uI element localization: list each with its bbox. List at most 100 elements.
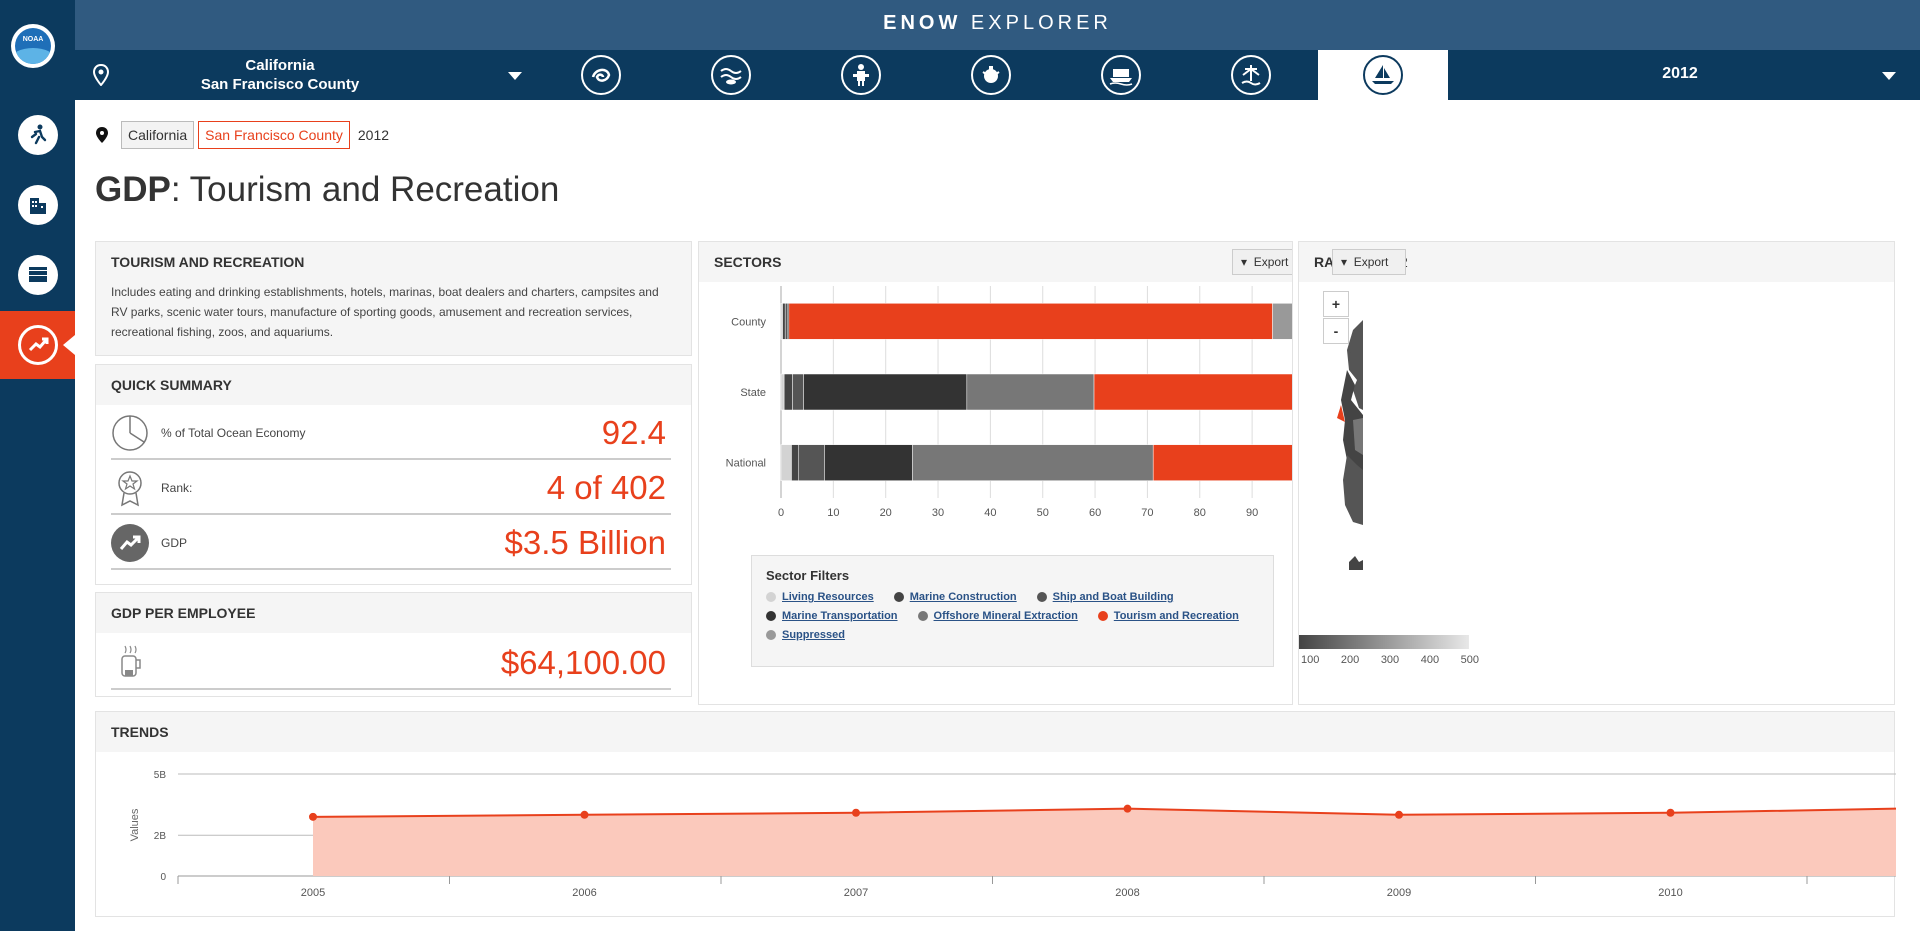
trend-point (580, 810, 589, 819)
trend-point (1395, 810, 1403, 819)
legend-tick: 300 (1380, 654, 1400, 666)
breadcrumb-pin-icon (96, 127, 108, 143)
y-tick-label: 5B (154, 770, 167, 781)
rank-map-export-button[interactable]: ▾ Export (1332, 249, 1406, 275)
sector-filter-label: Ship and Boat Building (1052, 591, 1174, 603)
living-resources-icon[interactable] (581, 55, 621, 95)
sector-bar (1152, 444, 1292, 481)
summary-row-percent: % of Total Ocean Economy 92.4 (111, 407, 671, 460)
establishments-icon (17, 185, 58, 225)
x-tick-label: 2009 (1387, 887, 1411, 899)
x-tick-label: 2005 (301, 887, 325, 899)
nav-state-label: California (245, 57, 315, 74)
sector-filter-item[interactable]: Ship and Boat Building (1036, 591, 1174, 603)
award-icon (111, 469, 149, 507)
offshore-mineral-icon[interactable] (1101, 55, 1141, 95)
x-tick-label: 20 (880, 507, 892, 519)
sector-filter-item[interactable]: Offshore Mineral Extraction (917, 610, 1078, 622)
sector-filter-label: Living Resources (782, 591, 874, 603)
summary-value-percent: 92.4 (601, 413, 666, 451)
sector-description-card: TOURISM AND RECREATION Includes eating a… (95, 241, 692, 356)
map-county-bay[interactable] (1353, 418, 1363, 455)
sectors-card: SECTORS ▾ Export 0 10 20 30 40 50 60 70 80 90 Coun… (698, 241, 1293, 705)
filter-dot-icon (1036, 592, 1047, 602)
x-tick-label: 90 (1246, 507, 1258, 519)
sector-bar (791, 444, 799, 481)
map-county-coast[interactable] (1341, 350, 1363, 495)
sector-filter-label: Marine Construction (909, 591, 1017, 603)
marine-transportation-icon[interactable] (971, 55, 1011, 95)
gdp-icon (17, 325, 58, 365)
year-dropdown-chevron-icon[interactable] (1882, 72, 1896, 80)
y-category-label: State (740, 387, 766, 399)
sector-bar (798, 444, 825, 481)
sectors-export-label: Export (1253, 255, 1289, 269)
zoom-in-button[interactable]: + (1323, 291, 1349, 317)
page-title-metric: GDP (95, 170, 171, 209)
sector-filter-item[interactable]: Suppressed (766, 629, 845, 641)
map-county-san-francisco[interactable] (1337, 405, 1345, 422)
map-county-far-south[interactable] (1349, 556, 1363, 570)
app-title-bar: ENOW EXPLORER (75, 0, 1920, 50)
sector-filter-label: Offshore Mineral Extraction (933, 610, 1078, 622)
x-tick-label: 30 (932, 507, 944, 519)
sector-bar (792, 373, 804, 411)
sector-bar (782, 303, 786, 340)
map-county-north[interactable] (1347, 320, 1363, 410)
sector-filter-label: Tourism and Recreation (1113, 610, 1239, 622)
summary-row-rank: Rank: 4 of 402 (111, 462, 671, 515)
sector-description-title: TOURISM AND RECREATION (96, 242, 691, 282)
ship-boat-building-icon[interactable] (841, 55, 881, 95)
sector-bar (783, 373, 793, 411)
sector-bar (966, 373, 1095, 411)
page-title-rest: : Tourism and Recreation (170, 170, 560, 209)
sector-filter-item[interactable]: Marine Transportation (766, 610, 898, 622)
rail-establishments-button[interactable] (0, 171, 75, 239)
breadcrumb-state[interactable]: California (121, 121, 195, 149)
year-selector[interactable]: 2012 (1662, 65, 1698, 82)
rail-wages-button[interactable] (0, 241, 75, 309)
map-county-south[interactable] (1343, 455, 1363, 525)
x-tick-label: 2007 (844, 887, 868, 899)
rank-map-header: RA02 (1299, 242, 1894, 282)
sector-filter-item[interactable]: Marine Construction (893, 591, 1017, 603)
x-tick-label: 80 (1194, 507, 1206, 519)
breadcrumb: California San Francisco County 2012 (95, 121, 389, 149)
filter-dot-icon (766, 611, 776, 621)
filter-dot-icon (893, 592, 904, 602)
summary-value-gdp: $3.5 Billion (504, 523, 666, 561)
sector-description-text: Includes eating and drinking establishme… (96, 282, 691, 354)
zoom-out-button[interactable]: - (1323, 318, 1349, 344)
summary-label-percent: % of Total Ocean Economy (161, 425, 306, 440)
breadcrumb-county[interactable]: San Francisco County (198, 121, 350, 149)
sector-filter-item[interactable]: Tourism and Recreation (1097, 610, 1239, 622)
location-dropdown-chevron-icon[interactable] (508, 72, 522, 80)
tab-tourism-recreation[interactable] (1318, 50, 1448, 100)
gdp-per-employee-card: GDP PER EMPLOYEE $64,100.00 (95, 592, 692, 697)
rail-gdp-button[interactable] (0, 311, 75, 379)
x-tick-label: 10 (827, 507, 839, 519)
trends-title: TRENDS (96, 712, 1894, 752)
sectors-export-button[interactable]: ▾ Export (1232, 249, 1292, 275)
x-tick-label: 40 (984, 507, 996, 519)
trend-area-fill (313, 808, 1896, 876)
rank-map-card: RA02 ▾ Export + - 100 200 300 400 500 (1298, 241, 1895, 705)
summary-value-rank: 4 of 402 (546, 468, 666, 506)
location-pin-icon (93, 64, 109, 86)
sector-filter-item[interactable]: Living Resources (766, 591, 874, 603)
tourism-recreation-icon[interactable] (1231, 55, 1271, 95)
quick-summary-title: QUICK SUMMARY (96, 365, 691, 405)
y-category-label: National (726, 458, 766, 470)
worker-icon (111, 644, 149, 682)
sector-bar (784, 303, 788, 340)
rank-map[interactable] (1323, 290, 1363, 575)
marine-construction-icon[interactable] (711, 55, 751, 95)
gdp-per-employee-value: $64,100.00 (500, 643, 666, 681)
summary-label-gdp: GDP (161, 535, 188, 550)
sector-bar (780, 444, 792, 481)
rail-employment-button[interactable] (0, 101, 75, 169)
location-selector[interactable]: California San Francisco County (185, 56, 375, 94)
trend-point (309, 812, 317, 821)
legend-tick: 400 (1420, 654, 1440, 666)
noaa-logo[interactable]: NOAA (11, 24, 55, 68)
